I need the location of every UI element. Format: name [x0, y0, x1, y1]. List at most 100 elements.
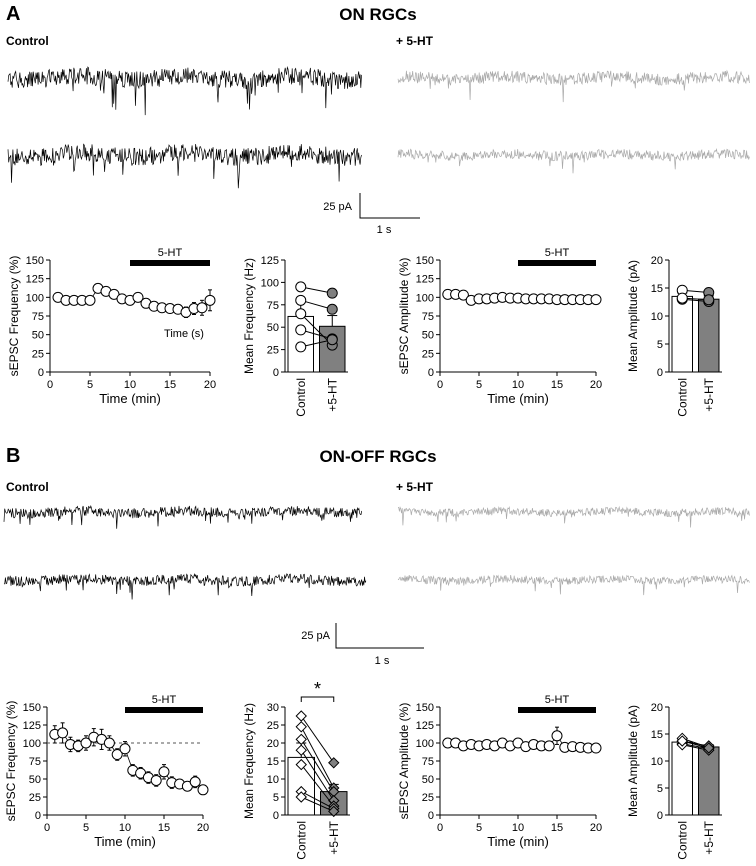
x-tick-label: 20 — [204, 379, 216, 391]
data-point — [204, 294, 216, 306]
panel-a-title: ON RGCs — [339, 5, 416, 24]
y-tick-label: 125 — [416, 720, 434, 732]
chart-annotation: Time (s) — [164, 328, 204, 340]
category-label: +5-HT — [327, 820, 341, 854]
y-tick-label: 5 — [657, 339, 663, 351]
y-tick-label: 15 — [267, 756, 279, 768]
x-tick-label: 0 — [44, 822, 50, 834]
y-tick-label: 100 — [26, 292, 44, 304]
data-point — [150, 774, 162, 786]
y-axis-label: sEPSC Frequency (%) — [4, 701, 18, 822]
y-tick-label: 30 — [267, 702, 279, 714]
trace-a-drug-2 — [397, 147, 750, 174]
panel-b-letter: B — [6, 445, 20, 467]
trace-b-drug-1 — [398, 505, 750, 528]
x-axis-label: Time (min) — [94, 834, 156, 849]
scalebar-amp-label: 25 pA — [323, 201, 352, 213]
panel-b-drug-label: + 5-HT — [396, 480, 434, 494]
trace-a-drug-1 — [397, 69, 750, 103]
y-tick-label: 100 — [416, 738, 434, 750]
bar-control — [671, 295, 693, 373]
data-point — [196, 302, 208, 314]
data-point — [189, 776, 201, 788]
x-tick-label: 10 — [512, 822, 524, 834]
y-tick-label: 25 — [267, 720, 279, 732]
data-point — [543, 740, 555, 752]
bar-drug — [698, 298, 720, 373]
panel-a-control-label: Control — [6, 34, 49, 48]
y-tick-label: 75 — [422, 311, 434, 323]
y-tick-label: 25 — [267, 345, 279, 357]
category-label: Control — [675, 378, 689, 417]
y-tick-label: 25 — [422, 348, 434, 360]
y-tick-label: 100 — [23, 738, 41, 750]
panel-b-scalebar: 25 pA 1 s — [301, 623, 424, 667]
y-axis-label: Mean Amplitude (pA) — [626, 260, 640, 372]
panel-b-drug-traces — [397, 505, 750, 596]
x-tick-label: 0 — [437, 379, 443, 391]
data-point — [590, 294, 602, 306]
y-tick-label: 0 — [428, 810, 434, 822]
category-label: +5-HT — [702, 820, 716, 854]
data-point — [111, 749, 123, 761]
y-tick-label: 0 — [273, 367, 279, 379]
chart-b3: 0 25 50 75 100 125 150 sEPSC Amplitude (%) 0 5 10 1… — [397, 694, 602, 849]
chart-a1: 0 25 50 75 100 125 150 sEPSC Frequency (%) 0 5 10 1… — [7, 247, 216, 406]
y-tick-label: 125 — [23, 720, 41, 732]
x-tick-label: 15 — [551, 822, 563, 834]
data-point — [119, 743, 131, 755]
data-point — [326, 334, 338, 346]
y-tick-label: 20 — [651, 255, 663, 267]
data-point — [103, 737, 115, 749]
data-point — [295, 710, 307, 722]
y-tick-label: 0 — [38, 367, 44, 379]
x-tick-label: 20 — [590, 822, 602, 834]
scalebar-time-label: 1 s — [377, 224, 392, 236]
y-tick-label: 150 — [23, 702, 41, 714]
y-tick-label: 100 — [261, 277, 279, 289]
drug-application-bar — [125, 707, 203, 713]
x-tick-label: 5 — [83, 822, 89, 834]
data-point — [703, 294, 715, 306]
data-point — [590, 742, 602, 754]
data-point — [295, 281, 307, 293]
scalebar-time-label: 1 s — [375, 655, 390, 667]
y-tick-label: 10 — [651, 756, 663, 768]
panel-b-control-traces — [3, 505, 367, 600]
data-point — [295, 733, 307, 746]
y-tick-label: 50 — [32, 330, 44, 342]
pair-line — [300, 726, 335, 789]
data-point — [676, 735, 688, 747]
bar-control — [671, 741, 693, 816]
chart-a2: 0 25 50 75 100 125 Mean Frequency (Hz) Control +… — [242, 255, 348, 417]
trace-a-control-2 — [7, 143, 362, 189]
pair-line — [301, 796, 334, 812]
y-tick-label: 20 — [651, 702, 663, 714]
y-tick-label: 20 — [267, 738, 279, 750]
data-point — [295, 341, 307, 353]
x-tick-label: 20 — [590, 379, 602, 391]
y-tick-label: 5 — [657, 783, 663, 795]
x-tick-label: 15 — [158, 822, 170, 834]
data-point — [457, 289, 469, 301]
drug-bar-label: 5-HT — [158, 247, 183, 259]
x-tick-label: 0 — [437, 822, 443, 834]
data-point — [295, 324, 307, 336]
trace-b-control-1 — [3, 505, 363, 529]
x-axis-label: Time (min) — [99, 391, 161, 406]
data-point — [295, 744, 307, 756]
pair-line — [300, 749, 335, 801]
y-tick-label: 0 — [35, 810, 41, 822]
y-tick-label: 150 — [416, 702, 434, 714]
pair-line — [300, 764, 335, 807]
data-point — [328, 805, 340, 818]
panel-a-drug-traces — [397, 69, 750, 174]
y-tick-label: 125 — [416, 274, 434, 286]
scalebar-lines — [359, 193, 420, 219]
panel-a-scalebar: 25 pA 1 s — [323, 193, 420, 236]
x-tick-label: 5 — [476, 379, 482, 391]
scalebar-lines — [335, 623, 424, 649]
x-tick-label: 20 — [197, 822, 209, 834]
x-axis-label: Time (min) — [487, 834, 549, 849]
data-point — [158, 766, 170, 778]
